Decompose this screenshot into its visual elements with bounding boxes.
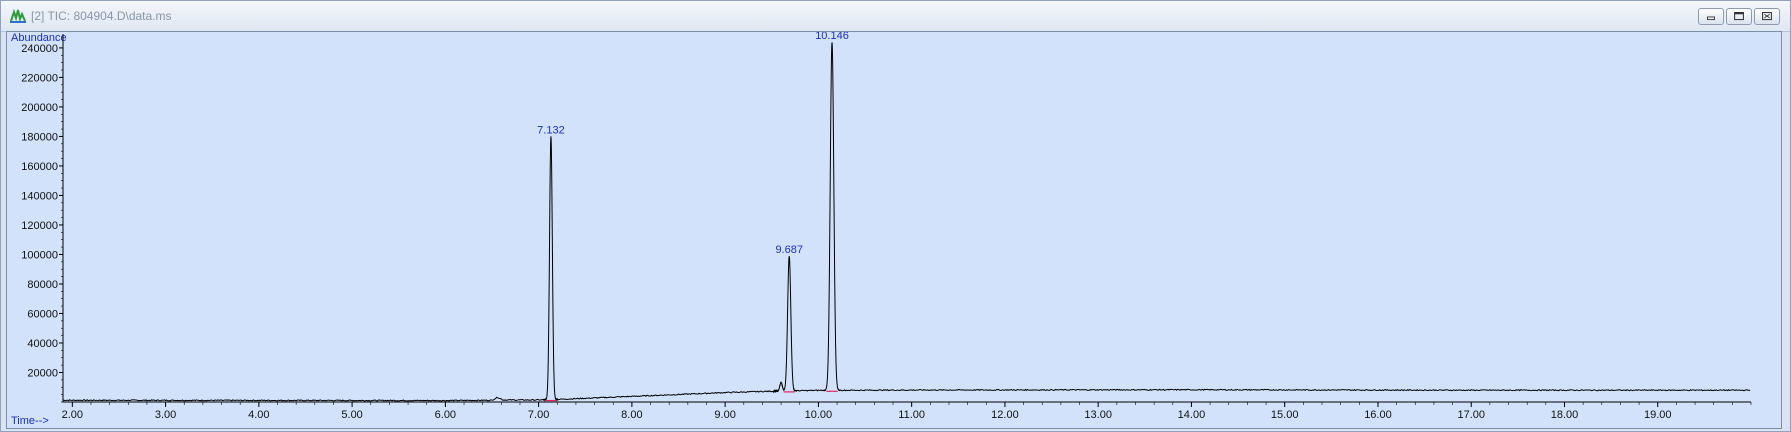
- title-bar[interactable]: [2] TIC: 804904.D\data.ms: [1, 1, 1790, 32]
- y-tick-label: 120000: [21, 220, 58, 232]
- y-axis-label: Abundance: [11, 32, 67, 44]
- x-tick-label: 12.00: [991, 409, 1019, 421]
- peak-label: 7.132: [537, 124, 565, 136]
- close-button[interactable]: [1754, 8, 1780, 25]
- plot-area[interactable]: Abundance Time--> 20000 40000 60000 80000 10…: [6, 31, 1782, 429]
- y-tick-label: 140000: [21, 190, 58, 202]
- x-tick-label: 7.00: [528, 409, 549, 421]
- peak-labels: 7.132 9.687 10.146: [537, 32, 849, 256]
- y-tick-label: 220000: [21, 72, 58, 84]
- y-tick-label: 240000: [21, 43, 58, 55]
- close-icon: [1762, 12, 1772, 21]
- peak-label: 10.146: [815, 32, 849, 42]
- x-tick-label: 4.00: [248, 409, 269, 421]
- x-tick-label: 3.00: [155, 409, 176, 421]
- peak-label: 9.687: [775, 244, 803, 256]
- y-tick-label: 160000: [21, 161, 58, 173]
- y-tick-label: 60000: [27, 308, 58, 320]
- y-tick-label: 100000: [21, 249, 58, 261]
- x-tick-label: 19.00: [1644, 409, 1672, 421]
- x-tick-label: 16.00: [1364, 409, 1392, 421]
- x-tick-label: 11.00: [898, 409, 925, 421]
- x-tick-label: 8.00: [621, 409, 642, 421]
- minimize-button[interactable]: [1698, 8, 1724, 25]
- x-tick-label: 10.00: [805, 409, 833, 421]
- y-tick-label: 200000: [21, 102, 58, 114]
- y-tick-label: 180000: [21, 131, 58, 143]
- minimize-icon: [1707, 16, 1715, 21]
- x-tick-label: 6.00: [435, 409, 456, 421]
- app-icon: [10, 9, 26, 23]
- x-axis-label: Time-->: [11, 415, 49, 427]
- x-tick-label: 5.00: [341, 409, 362, 421]
- trace-layer: [62, 42, 1751, 402]
- y-tick-label: 80000: [27, 279, 58, 291]
- x-tick-label: 9.00: [714, 409, 735, 421]
- x-tick-label: 13.00: [1084, 409, 1112, 421]
- x-tick-label: 15.00: [1271, 409, 1299, 421]
- restore-button[interactable]: [1726, 8, 1752, 25]
- x-tick-label: 17.00: [1457, 409, 1485, 421]
- x-tick-label: 18.00: [1551, 409, 1579, 421]
- axes: 20000 40000 60000 80000 100000 120000 140000 16…: [21, 34, 1752, 421]
- window-title: [2] TIC: 804904.D\data.ms: [31, 9, 172, 23]
- y-tick-label: 20000: [27, 367, 58, 379]
- chromatogram-chart: Abundance Time--> 20000 40000 60000 80000 10…: [11, 32, 1752, 427]
- x-tick-label: 14.00: [1178, 409, 1206, 421]
- tic-trace-line: [62, 42, 1751, 402]
- restore-icon: [1734, 12, 1744, 21]
- x-tick-label: 2.00: [62, 409, 83, 421]
- y-tick-label: 40000: [27, 338, 58, 350]
